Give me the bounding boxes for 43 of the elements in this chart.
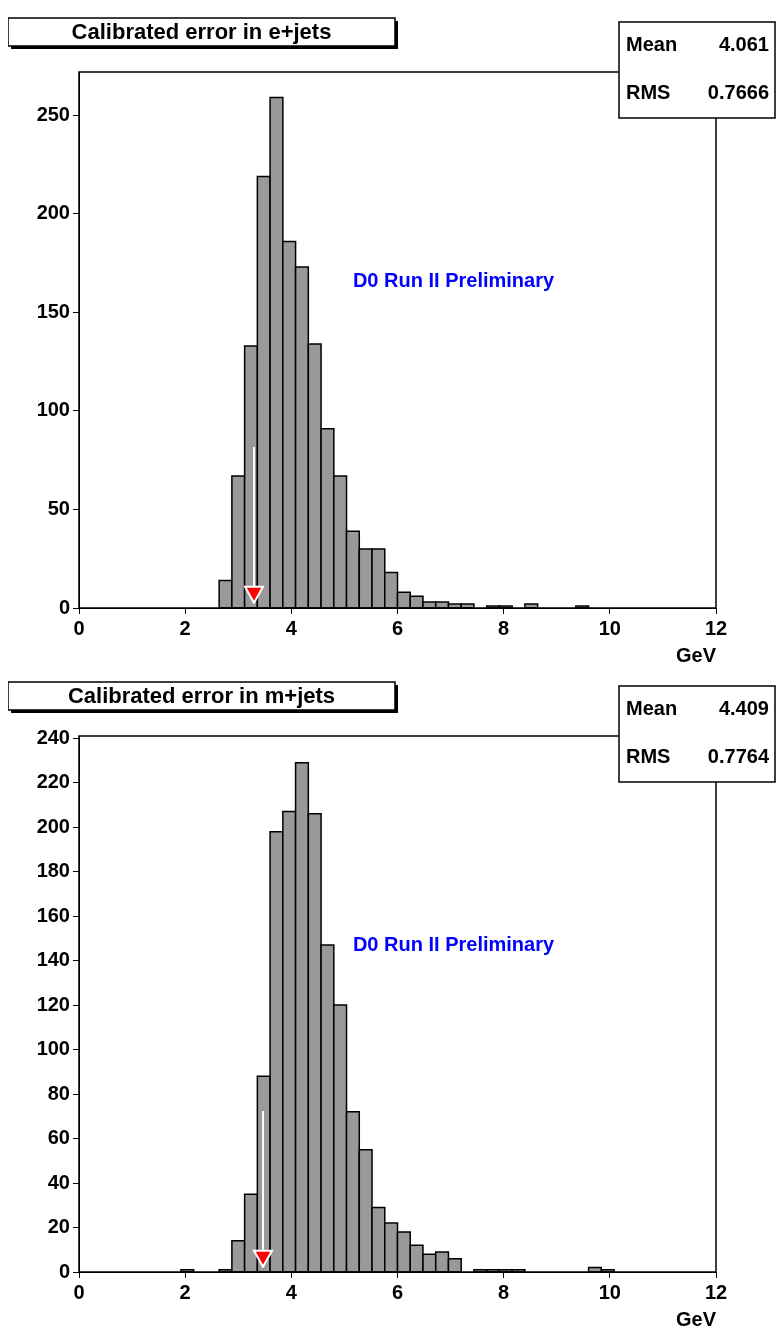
y-tick-label: 40 — [47, 1170, 70, 1193]
x-tick-label: 0 — [73, 1280, 85, 1303]
y-tick-label: 80 — [47, 1081, 70, 1104]
y-tick-label: 0 — [58, 1259, 70, 1282]
x-tick-label: 4 — [285, 616, 298, 639]
y-tick-label: 240 — [36, 725, 70, 748]
annotation: D0 Run II Preliminary — [352, 932, 555, 955]
y-tick-label: 0 — [58, 595, 70, 618]
x-tick-label: 10 — [598, 1280, 621, 1303]
y-tick-label: 20 — [47, 1215, 70, 1238]
x-axis-title: GeV — [675, 1307, 717, 1330]
y-tick-label: 140 — [36, 948, 70, 971]
x-tick-label: 12 — [704, 1280, 728, 1303]
chart-title: Calibrated error in m+jets — [67, 683, 336, 709]
y-tick-label: 60 — [47, 1126, 70, 1149]
y-tick-label: 100 — [36, 398, 70, 421]
x-tick-label: 10 — [598, 616, 621, 639]
y-tick-label: 160 — [36, 903, 70, 926]
x-tick-label: 0 — [73, 616, 85, 639]
x-tick-label: 2 — [179, 616, 191, 639]
text: Mean 4.409 — [626, 696, 769, 719]
x-tick-label: 6 — [391, 1280, 404, 1303]
y-tick-label: 180 — [36, 859, 70, 882]
y-tick-label: 50 — [47, 496, 70, 519]
x-tick-label: 4 — [285, 1280, 298, 1303]
x-tick-label: 2 — [179, 1280, 191, 1303]
y-tick-label: 100 — [36, 1037, 70, 1060]
x-tick-label: 6 — [391, 616, 404, 639]
y-tick-label: 250 — [36, 102, 70, 125]
chart-title: Calibrated error in e+jets — [71, 19, 332, 45]
x-tick-label: 8 — [498, 616, 510, 639]
y-tick-label: 150 — [36, 299, 70, 322]
y-tick-label: 220 — [36, 770, 70, 793]
x-tick-label: 12 — [704, 616, 728, 639]
y-tick-label: 120 — [36, 992, 70, 1015]
y-tick-label: 200 — [36, 814, 70, 837]
text: RMS 0.7764 — [626, 744, 769, 767]
annotation: D0 Run II Preliminary — [352, 268, 555, 291]
x-axis-title: GeV — [675, 643, 717, 666]
x-tick-label: 8 — [498, 1280, 510, 1303]
text: Mean 4.061 — [626, 32, 769, 55]
y-tick-label: 200 — [36, 201, 70, 224]
text: RMS 0.7666 — [626, 80, 769, 103]
